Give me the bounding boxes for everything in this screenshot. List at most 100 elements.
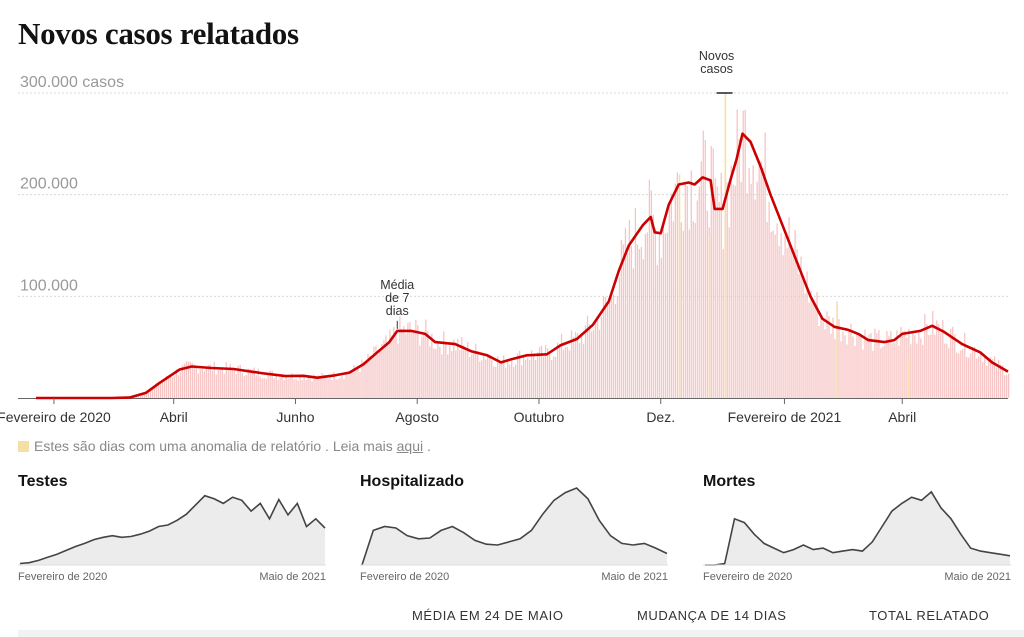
daily-bar	[714, 178, 716, 398]
anomaly-swatch	[18, 441, 29, 452]
daily-bar	[225, 362, 227, 398]
daily-bar	[910, 344, 912, 398]
daily-bar	[838, 319, 840, 398]
daily-bar	[600, 316, 603, 398]
daily-bar	[806, 271, 808, 398]
daily-bar	[507, 362, 509, 398]
daily-bar	[447, 354, 449, 398]
daily-bar	[257, 368, 259, 398]
daily-bar	[209, 364, 211, 398]
daily-bar	[834, 339, 836, 398]
daily-bar	[321, 373, 323, 398]
daily-bar	[582, 344, 585, 398]
daily-bar	[968, 357, 970, 398]
x-tick-label: Junho	[276, 409, 314, 425]
daily-bar	[880, 348, 882, 398]
daily-bar	[690, 170, 692, 398]
daily-bar	[319, 378, 321, 398]
daily-bar	[427, 330, 429, 398]
read-more-link[interactable]: aqui	[396, 438, 424, 454]
daily-bar	[822, 321, 824, 398]
daily-bar	[644, 233, 647, 398]
daily-bar	[612, 294, 615, 398]
daily-bar	[574, 331, 577, 398]
daily-bar	[229, 363, 231, 398]
daily-bar	[682, 230, 684, 398]
daily-bar	[606, 302, 609, 398]
daily-bar	[171, 377, 174, 398]
daily-bar	[962, 348, 964, 398]
daily-bar	[696, 200, 698, 398]
daily-bar	[279, 377, 281, 398]
daily-bar	[946, 343, 948, 398]
annotation-text: casos	[700, 62, 733, 76]
daily-bar	[287, 378, 289, 398]
daily-bar	[161, 381, 164, 398]
daily-bar	[221, 369, 223, 398]
x-tick-label: Fevereiro de 2020	[0, 409, 111, 425]
mini-area-fill	[20, 495, 325, 565]
daily-bar	[614, 303, 617, 398]
daily-bar	[419, 345, 421, 398]
daily-bar	[467, 342, 469, 398]
daily-bar	[994, 356, 996, 398]
daily-bar	[349, 373, 351, 398]
daily-bar	[966, 357, 968, 398]
daily-bar	[816, 292, 818, 398]
daily-bar	[758, 160, 760, 398]
daily-bar	[341, 376, 343, 398]
daily-bar	[584, 325, 587, 398]
daily-bar	[207, 365, 209, 398]
daily-bar	[992, 359, 994, 398]
daily-bar	[764, 132, 766, 398]
daily-bar	[421, 336, 423, 398]
daily-bar	[920, 338, 922, 398]
daily-bar	[509, 364, 511, 398]
daily-bar	[884, 344, 886, 398]
daily-bar	[618, 277, 621, 398]
daily-bar	[926, 324, 928, 398]
daily-bar	[415, 320, 417, 398]
daily-bar	[477, 351, 479, 398]
daily-bar	[554, 356, 557, 398]
annotation-text: de 7	[385, 291, 409, 305]
daily-bar	[534, 359, 537, 398]
daily-bar	[163, 380, 166, 398]
daily-bar	[572, 337, 575, 398]
daily-bar	[656, 265, 659, 398]
daily-bar	[177, 375, 180, 398]
daily-bar	[137, 395, 140, 398]
daily-bar	[542, 356, 545, 398]
daily-bar	[792, 248, 794, 398]
daily-bar	[143, 393, 146, 398]
daily-bar	[519, 350, 521, 398]
daily-bar	[139, 395, 142, 398]
daily-bar	[479, 361, 481, 398]
daily-bar	[173, 376, 176, 398]
daily-bar	[774, 234, 776, 398]
daily-bar	[636, 244, 639, 398]
daily-bar	[213, 361, 215, 398]
daily-bar	[728, 227, 730, 398]
x-tick-label: Fevereiro de 2021	[728, 409, 842, 425]
daily-bar	[788, 217, 790, 398]
daily-bar	[738, 138, 740, 399]
daily-bar	[780, 232, 782, 398]
anomaly-bar	[678, 174, 681, 398]
daily-bar	[864, 329, 866, 398]
daily-bar	[752, 165, 754, 398]
daily-bar	[237, 365, 239, 398]
daily-bar	[269, 370, 271, 398]
daily-bar	[954, 334, 956, 398]
daily-bar	[471, 354, 473, 398]
daily-bar	[698, 186, 700, 398]
daily-bar	[245, 374, 247, 398]
daily-bar	[944, 343, 946, 398]
daily-bar	[710, 145, 712, 398]
daily-bar	[191, 362, 193, 398]
daily-bar	[517, 353, 519, 398]
daily-bar	[463, 345, 465, 398]
daily-bar	[782, 255, 784, 398]
hospitalized-sparkline	[360, 487, 668, 566]
daily-bar	[183, 363, 185, 398]
